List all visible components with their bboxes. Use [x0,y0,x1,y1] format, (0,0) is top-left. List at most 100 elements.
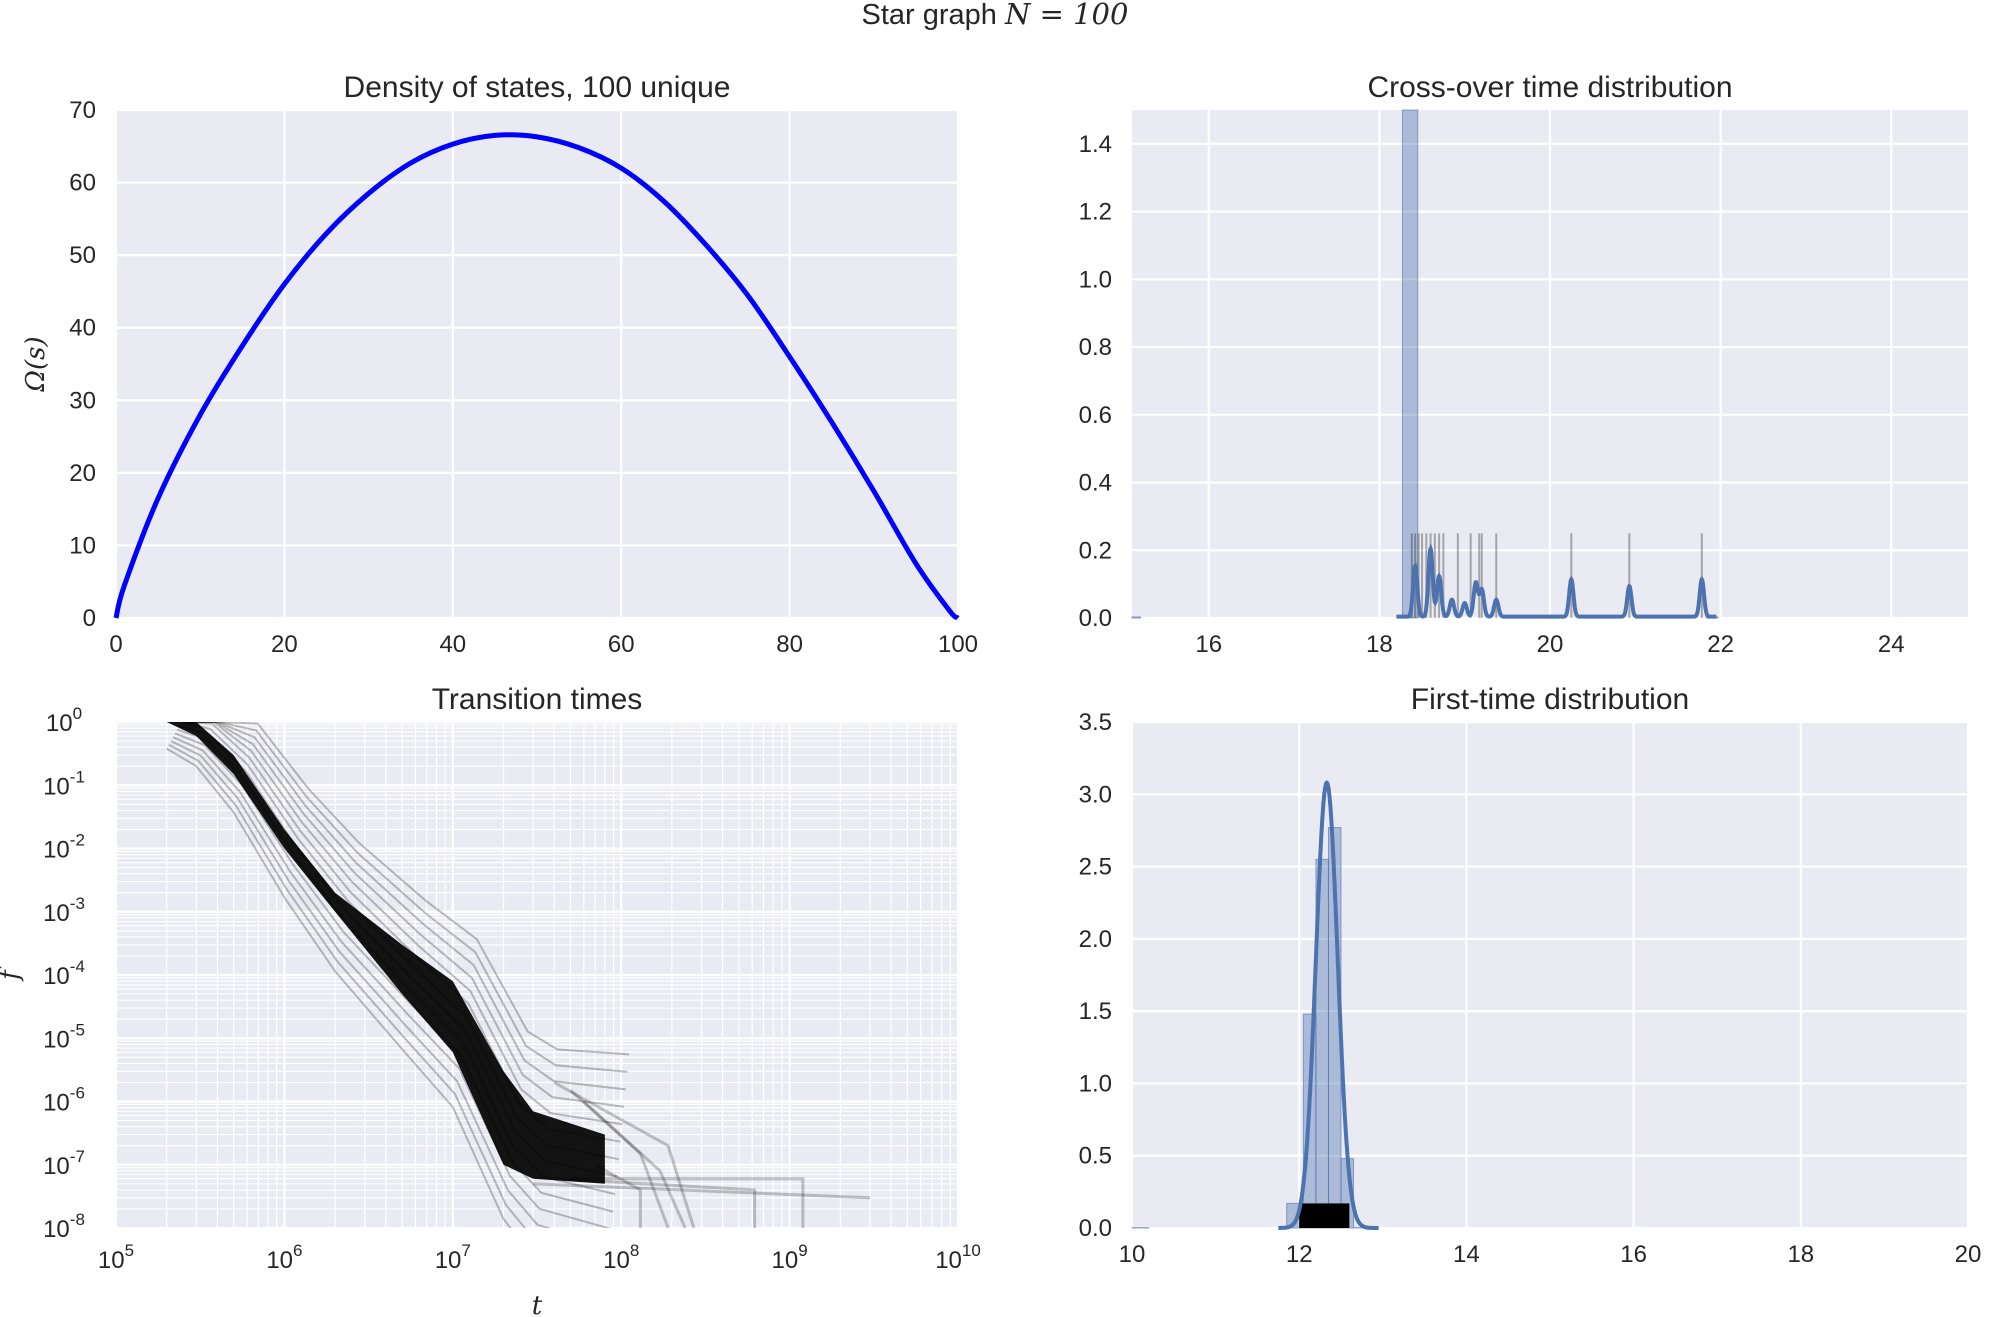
y-tick-label: 1.0 [1079,1070,1112,1097]
plot-area [1132,722,1968,1228]
y-tick-exponent: -8 [70,1210,85,1229]
transition-path [180,722,619,1161]
x-tick-base: 10 [266,1247,293,1274]
y-tick-label: 100 [46,704,82,737]
x-tick-label: 14 [1453,1241,1480,1268]
y-axis-label: Ω(s) [21,336,51,392]
x-tick-base: 10 [772,1247,799,1274]
x-tick-label: 80 [776,631,803,658]
y-tick-base: 10 [43,773,70,800]
transition-tail-path [582,1100,687,1228]
y-tick-label: 10-7 [43,1147,85,1180]
density-of-states-panel: Density of states, 100 unique 0 20 40 60 80 10… [21,71,978,658]
y-tick-base: 10 [43,837,70,864]
panel-title: Transition times [432,683,643,716]
y-tick-label: 20 [69,460,96,487]
x-tick-base: 10 [603,1247,630,1274]
y-tick-label: 10 [69,532,96,559]
y-tick-exponent: -5 [70,1020,85,1039]
x-tick-exponent: 10 [962,1241,981,1260]
transition-paths-band [166,722,605,1184]
x-tick-label: 1010 [935,1241,981,1274]
x-tick-exponent: 5 [125,1241,134,1260]
y-tick-label: 2.5 [1079,854,1112,881]
x-tick-label: 107 [435,1241,471,1274]
y-tick-label: 40 [69,315,96,342]
y-tick-exponent: -3 [70,894,85,913]
y-tick-label: 10-5 [43,1020,85,1053]
y-tick-label: 0.0 [1079,605,1112,632]
transition-path [176,728,616,1196]
y-tick-label: 3.0 [1079,781,1112,808]
y-tick-exponent: -7 [70,1147,85,1166]
y-tick-label: 70 [69,97,96,124]
x-tick-label: 22 [1707,631,1734,658]
y-tick-base: 10 [43,900,70,927]
transition-tail-path [570,1177,805,1228]
y-tick-label: 3.5 [1079,709,1112,736]
y-tick-label: 0.2 [1079,537,1112,564]
y-tick-exponent: 0 [73,704,82,723]
x-tick-label: 12 [1286,1241,1313,1268]
x-tick-label: 105 [98,1241,134,1274]
x-tick-label: 20 [1537,631,1564,658]
histogram-bar [1131,616,1142,619]
transition-path [185,722,625,1108]
transition-tail-path [569,1089,670,1228]
transition-path [166,747,512,1228]
y-tick-exponent: -4 [70,957,85,976]
y-tick-label: 1.0 [1079,266,1112,293]
transition-path [178,724,618,1178]
x-tick-base: 10 [435,1247,462,1274]
transition-path [184,722,623,1126]
transition-path [189,722,628,1073]
x-tick-label: 60 [608,631,635,658]
y-tick-label: 0.6 [1079,402,1112,429]
x-tick-base: 10 [935,1247,962,1274]
x-tick-label: 18 [1787,1241,1814,1268]
y-tick-label: 10-6 [43,1084,85,1117]
plot-area [116,110,958,618]
panel-title: Density of states, 100 unique [344,71,731,104]
transition-path [190,722,630,1056]
y-tick-label: 30 [69,387,96,414]
transition-tail-path [554,1177,757,1228]
transition-path [172,736,612,1228]
y-tick-label: 0 [83,605,96,632]
panel-title: Cross-over time distribution [1367,71,1732,104]
panel-title: First-time distribution [1411,683,1689,716]
x-tick-label: 24 [1878,631,1905,658]
y-tick-label: 10-3 [43,894,85,927]
y-tick-label: 1.2 [1079,199,1112,226]
x-tick-label: 20 [271,631,298,658]
transition-path [168,743,527,1228]
y-tick-label: 0.5 [1079,1143,1112,1170]
y-tick-label: 0.4 [1079,470,1112,497]
rug-block [1299,1203,1350,1228]
dos-series-line [113,132,960,621]
transition-path [170,740,552,1228]
y-tick-base: 10 [43,1153,70,1180]
x-tick-exponent: 9 [798,1241,807,1260]
transition-path [182,722,621,1143]
transition-tail-path [533,1182,870,1200]
transition-tail-path [594,1163,642,1228]
y-tick-label: 10-2 [43,831,85,864]
y-tick-base: 10 [43,1216,70,1243]
transition-tail-path [553,1081,696,1228]
y-tick-exponent: -1 [70,767,85,786]
transition-path [187,722,626,1091]
y-tick-label: 50 [69,242,96,269]
y-tick-base: 10 [43,1090,70,1117]
figure-suptitle: Star graph N = 100 [862,0,1129,31]
x-tick-label: 18 [1366,631,1393,658]
cross-over-time-panel: Cross-over time distribution 16 18 20 22 24 0.… [1079,71,1968,658]
x-tick-base: 10 [98,1247,125,1274]
y-tick-base: 10 [43,1026,70,1053]
x-tick-label: 108 [603,1241,639,1274]
first-time-panel: First-time distribution 10 12 14 16 18 20 0.0 0.… [1079,683,1982,1268]
x-tick-exponent: 7 [461,1241,470,1260]
y-tick-base: 10 [46,710,73,737]
